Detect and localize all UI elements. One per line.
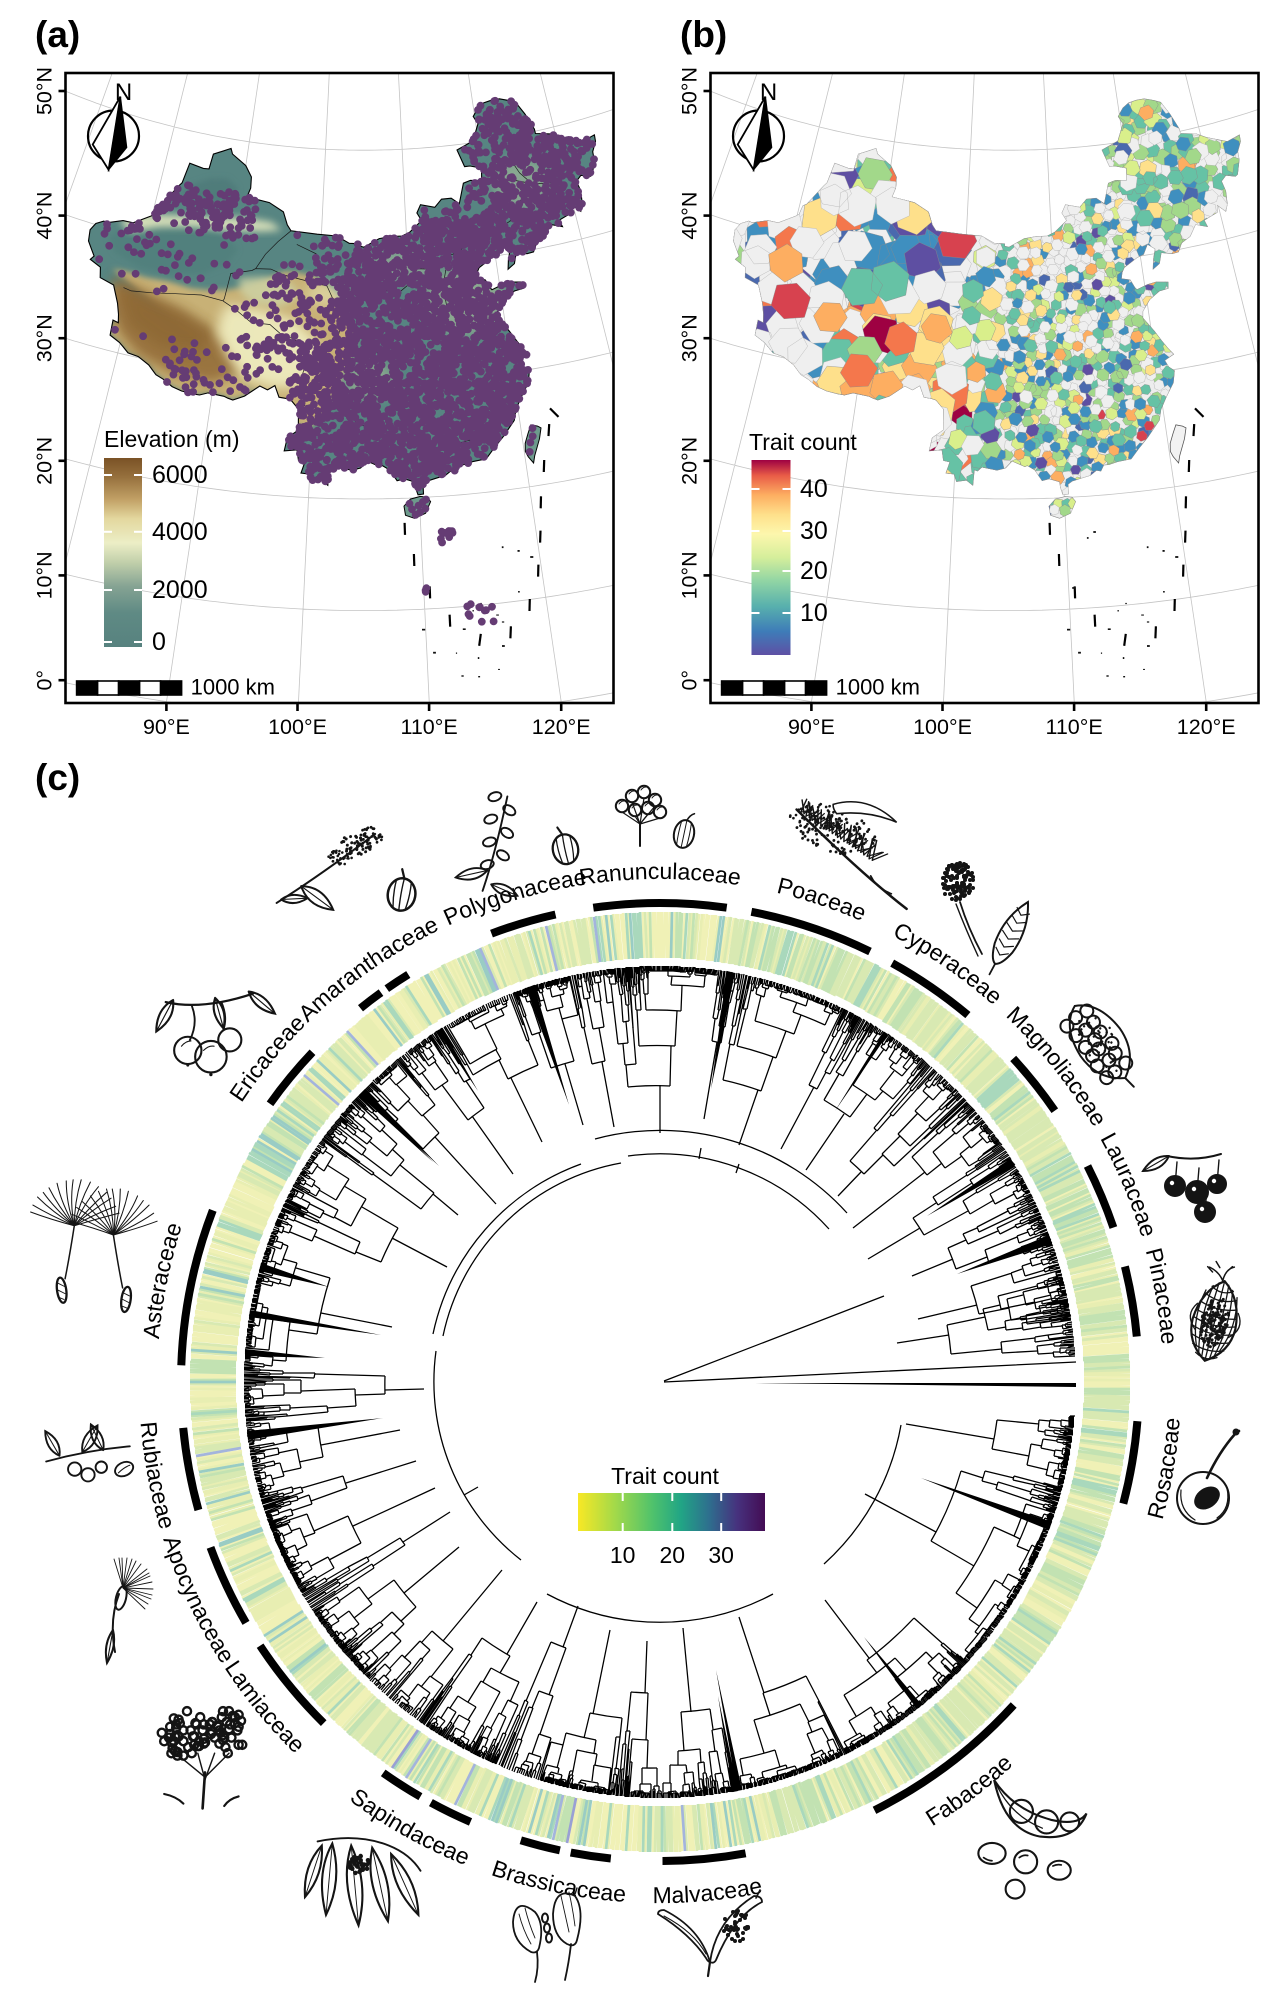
- svg-text:20: 20: [660, 1542, 686, 1568]
- svg-text:50°N: 50°N: [33, 67, 57, 115]
- svg-text:0: 0: [152, 628, 166, 656]
- svg-text:20: 20: [800, 557, 828, 585]
- svg-text:100°E: 100°E: [268, 715, 327, 739]
- svg-text:0°: 0°: [33, 670, 57, 691]
- svg-text:10°N: 10°N: [678, 551, 702, 599]
- svg-text:90°E: 90°E: [788, 715, 835, 739]
- svg-text:Trait count: Trait count: [611, 1463, 719, 1489]
- svg-text:4000: 4000: [152, 518, 208, 546]
- svg-text:6000: 6000: [152, 461, 208, 489]
- svg-text:40°N: 40°N: [678, 192, 702, 240]
- svg-text:10: 10: [800, 599, 828, 627]
- svg-text:30: 30: [800, 517, 828, 545]
- svg-text:0°: 0°: [678, 670, 702, 691]
- svg-text:20°N: 20°N: [33, 437, 57, 485]
- svg-text:40: 40: [800, 475, 828, 503]
- svg-text:(b): (b): [680, 14, 727, 55]
- svg-text:1000 km: 1000 km: [836, 675, 920, 700]
- svg-text:20°N: 20°N: [678, 437, 702, 485]
- svg-text:120°E: 120°E: [532, 715, 591, 739]
- svg-text:110°E: 110°E: [400, 715, 457, 739]
- svg-text:120°E: 120°E: [1177, 715, 1236, 739]
- svg-text:110°E: 110°E: [1045, 715, 1102, 739]
- svg-text:30°N: 30°N: [33, 314, 57, 362]
- svg-text:30°N: 30°N: [678, 314, 702, 362]
- svg-text:N: N: [760, 79, 777, 106]
- svg-text:10: 10: [610, 1542, 636, 1568]
- svg-text:90°E: 90°E: [143, 715, 190, 739]
- svg-text:Trait count: Trait count: [749, 429, 857, 455]
- svg-text:Elevation (m): Elevation (m): [104, 426, 239, 452]
- svg-text:30: 30: [708, 1542, 734, 1568]
- svg-text:100°E: 100°E: [913, 715, 972, 739]
- svg-text:40°N: 40°N: [33, 192, 57, 240]
- svg-text:(c): (c): [35, 757, 80, 798]
- svg-text:10°N: 10°N: [33, 551, 57, 599]
- svg-text:2000: 2000: [152, 576, 208, 604]
- svg-text:(a): (a): [35, 14, 80, 55]
- svg-text:N: N: [115, 79, 132, 106]
- svg-text:50°N: 50°N: [678, 67, 702, 115]
- svg-text:1000 km: 1000 km: [191, 675, 275, 700]
